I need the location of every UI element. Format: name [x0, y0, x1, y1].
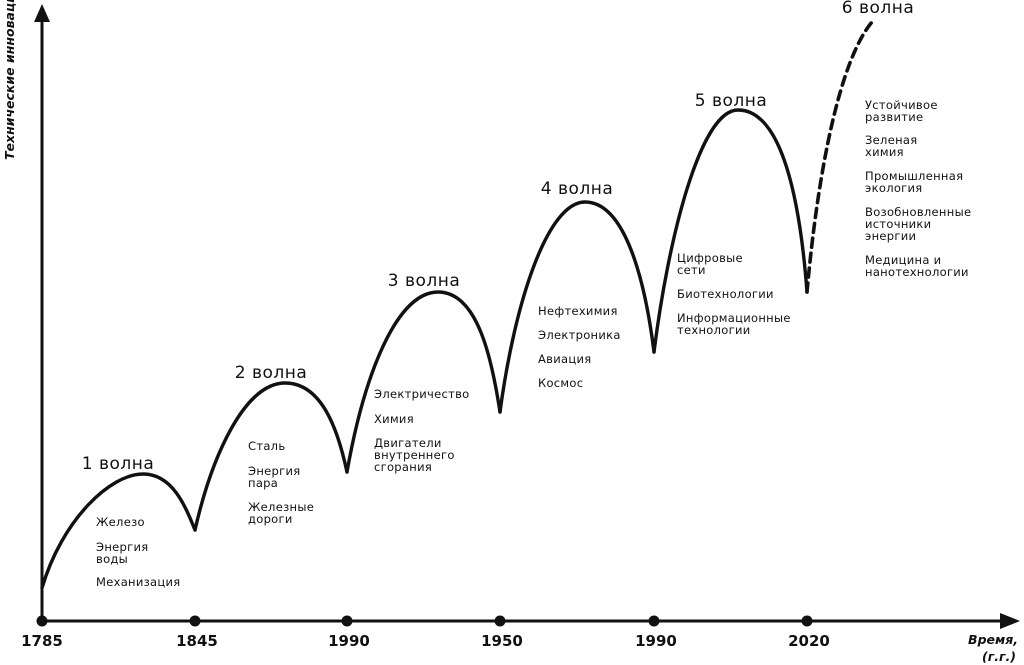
- technology-item-line: внутреннего: [374, 448, 455, 462]
- technology-item: Двигатели внутреннего сгорания: [374, 436, 455, 474]
- technology-item: Химия: [374, 412, 414, 426]
- tick-dot: [189, 615, 201, 627]
- technology-item-line: Промышленная: [865, 169, 963, 183]
- technology-item: Электричество: [374, 387, 469, 401]
- tick-dot: [494, 615, 506, 627]
- x-axis-units: (г.г.): [982, 649, 1016, 664]
- technology-item: Промышленная экология: [865, 169, 963, 195]
- technology-item-line: Нефтехимия: [538, 304, 618, 318]
- technology-item-line: Устойчивое: [865, 98, 938, 112]
- technology-item-line: энергии: [865, 229, 916, 243]
- technology-item-line: источники: [865, 217, 931, 231]
- technology-item-line: технологии: [677, 323, 751, 337]
- technology-item-line: Возобновленные: [865, 205, 971, 219]
- technology-item: Цифровые сети: [677, 251, 743, 277]
- technology-item: Информационные технологии: [677, 311, 791, 337]
- technology-item-line: Медицина и: [865, 253, 941, 267]
- tick-label: 1785: [21, 632, 63, 650]
- tick-label: 1845: [176, 632, 218, 650]
- technology-item-line: Железные: [248, 500, 314, 514]
- technology-item-line: экология: [865, 181, 923, 195]
- wave-3-curve: [345, 290, 502, 474]
- wave-label: 6 волна: [842, 0, 915, 18]
- technology-item-line: Авиация: [538, 352, 592, 366]
- technology-item-line: Железо: [96, 515, 145, 529]
- wave-label: 2 волна: [235, 363, 308, 383]
- technology-item-line: Космос: [538, 376, 583, 390]
- y-axis-arrow: [34, 4, 50, 22]
- wave-6-curve: [805, 20, 874, 294]
- technology-item: Нефтехимия: [538, 304, 618, 318]
- technology-item-line: развитие: [865, 110, 923, 124]
- tick-label: 1990: [635, 632, 677, 650]
- technology-item: Медицина и нанотехнологии: [865, 253, 969, 279]
- technology-item: Космос: [538, 376, 583, 390]
- tick-label: 1990: [328, 632, 370, 650]
- tick-dot: [341, 615, 353, 627]
- technology-item: Устойчивое развитие: [865, 98, 938, 124]
- tick-dot: [36, 615, 48, 627]
- wave-label: 4 волна: [541, 179, 614, 199]
- technology-item-line: Электричество: [374, 387, 469, 401]
- technology-item-line: Зеленая: [865, 133, 917, 147]
- technology-item: Возобновленные источники энергии: [865, 205, 971, 243]
- tick-label: 2020: [788, 632, 830, 650]
- technology-item-line: Химия: [374, 412, 414, 426]
- wave-4-curve: [498, 200, 656, 414]
- technology-item-line: Механизация: [96, 575, 181, 589]
- technology-item-line: воды: [96, 552, 128, 566]
- wave-label: 3 волна: [388, 271, 461, 291]
- wave-label: 5 волна: [695, 91, 768, 111]
- technology-item: Авиация: [538, 352, 592, 366]
- technology-item: Энергия пара: [248, 464, 300, 490]
- technology-item-line: дороги: [248, 512, 293, 526]
- tick-dot: [801, 615, 813, 627]
- technology-item-line: Информационные: [677, 311, 791, 325]
- technology-item-line: сети: [677, 263, 706, 277]
- technology-item: Энергия воды: [96, 540, 148, 566]
- technology-item-line: Энергия: [248, 464, 300, 478]
- technology-item-line: Электроника: [538, 328, 621, 342]
- wave-2-curve: [193, 381, 349, 532]
- x-axis-arrow: [1000, 613, 1020, 629]
- technology-item-line: Сталь: [248, 439, 285, 453]
- technology-item-line: Цифровые: [677, 251, 743, 265]
- technology-item: Зеленая химия: [865, 133, 917, 159]
- technology-item: Сталь: [248, 439, 285, 453]
- y-axis-title: Технические инновации: [2, 0, 17, 160]
- wave-1-curve: [40, 472, 197, 590]
- technology-item: Железные дороги: [248, 500, 314, 526]
- technology-item-line: пара: [248, 476, 278, 490]
- technology-item-line: Биотехнологии: [677, 287, 774, 301]
- wave-label: 1 волна: [82, 454, 155, 474]
- wave-5-curve: [652, 108, 809, 354]
- tick-dot: [648, 615, 660, 627]
- technology-item-line: химия: [865, 145, 904, 159]
- technology-item: Железо: [96, 515, 145, 529]
- technology-item-line: Двигатели: [374, 436, 442, 450]
- technology-item: Биотехнологии: [677, 287, 774, 301]
- technology-item: Механизация: [96, 575, 181, 589]
- technology-item-line: нанотехнологии: [865, 265, 969, 279]
- technology-item-line: Энергия: [96, 540, 148, 554]
- x-axis-title: Время,: [968, 632, 1018, 647]
- tick-label: 1950: [481, 632, 523, 650]
- technology-item-line: сгорания: [374, 460, 432, 474]
- technology-item: Электроника: [538, 328, 621, 342]
